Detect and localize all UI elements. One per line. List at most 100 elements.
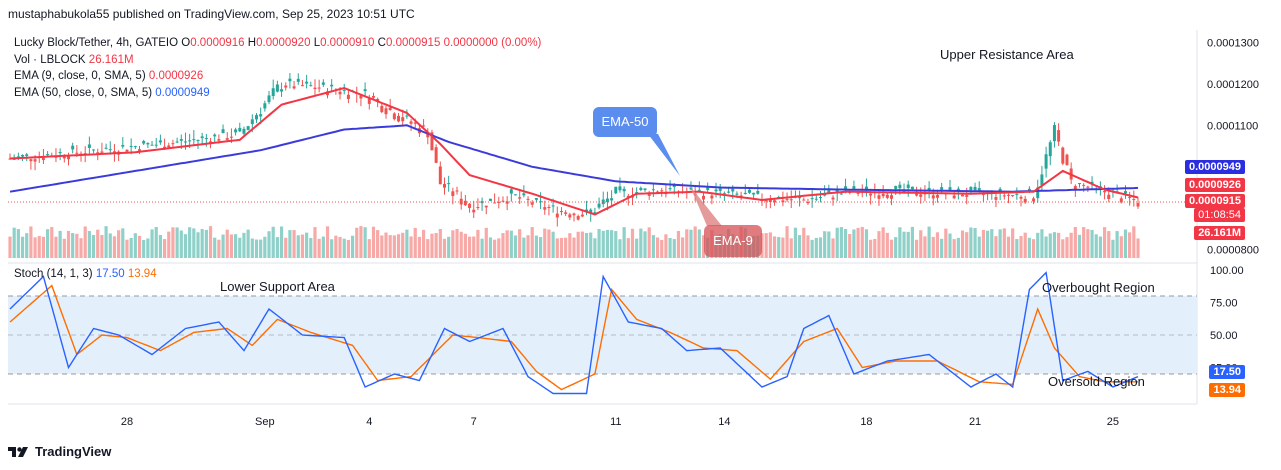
time-tick-label: 28 — [121, 416, 133, 428]
volume-bar — [447, 236, 451, 258]
volume-bar — [889, 239, 894, 258]
candle-body — [869, 193, 873, 196]
volume-bar — [225, 229, 229, 258]
volume-bar — [580, 231, 584, 258]
volume-bar — [409, 236, 413, 258]
volume-bar — [179, 230, 183, 258]
volume-bar — [643, 231, 647, 258]
tradingview-brand: TradingView — [35, 444, 112, 459]
candle-body — [1023, 198, 1027, 203]
candle-body — [530, 202, 534, 205]
volume-bars — [8, 226, 1140, 258]
candle-body — [179, 139, 183, 141]
candle-body — [447, 183, 451, 185]
candle-body — [455, 190, 459, 192]
candle-body — [296, 78, 300, 82]
candle-body — [781, 200, 785, 203]
candle-body — [25, 154, 29, 157]
volume-bar — [154, 226, 158, 258]
volume-bar — [543, 228, 547, 258]
candle-body — [1086, 186, 1090, 188]
candle-body — [935, 195, 939, 198]
candle-body — [309, 85, 313, 87]
volume-bar — [267, 231, 271, 258]
volume-bar — [835, 227, 839, 258]
volume-bar — [564, 237, 568, 258]
candle-body — [885, 194, 889, 198]
candle-body — [401, 117, 405, 122]
volume-bar — [676, 231, 681, 258]
volume-bar — [685, 229, 689, 258]
ema9-legend[interactable]: EMA (9, close, 0, SMA, 5) 0.0000926 — [14, 68, 541, 85]
volume-bar — [284, 237, 288, 258]
volume-bar — [1011, 228, 1015, 258]
volume-bar — [300, 234, 305, 258]
tradingview-logo[interactable]: TradingView — [8, 444, 111, 459]
candle-body — [818, 196, 822, 198]
volume-bar — [660, 239, 664, 258]
volume-bar — [142, 239, 146, 258]
candle-body — [146, 143, 150, 145]
candle-body — [150, 144, 154, 146]
price-axis[interactable]: 0.0001300 0.0001200 0.0001100 0.0000800 — [1207, 37, 1259, 256]
candle-body — [154, 144, 158, 146]
volume-bar — [321, 236, 325, 258]
volume-bar — [551, 231, 555, 258]
candle-body — [877, 195, 881, 199]
volume-bar — [509, 230, 513, 258]
ema50-legend[interactable]: EMA (50, close, 0, SMA, 5) 0.0000949 — [14, 85, 541, 102]
candle-body — [605, 198, 609, 203]
volume-bar — [83, 226, 87, 258]
candle-body — [242, 128, 246, 134]
candle-body — [367, 97, 371, 104]
volume-bar — [647, 227, 651, 258]
volume-bar — [630, 228, 635, 258]
ema50-price-badge: 0.0000949 — [1185, 160, 1245, 174]
candle-body — [831, 197, 835, 200]
volume-bar — [701, 235, 706, 258]
price-tick-label: 0.0001300 — [1207, 37, 1259, 49]
volume-bar — [50, 227, 54, 258]
candle-body — [104, 147, 108, 149]
candle-body — [442, 183, 446, 188]
volume-legend[interactable]: Vol · LBLOCK 26.161M — [14, 52, 541, 69]
candle-body — [288, 78, 292, 82]
volume-bar — [635, 238, 639, 258]
volume-bar — [493, 239, 497, 258]
candle-body — [66, 156, 70, 160]
candle-body — [292, 86, 296, 89]
candle-body — [1011, 195, 1015, 197]
volume-bar — [171, 227, 175, 258]
candle-body — [217, 139, 221, 141]
volume-bar — [910, 226, 914, 258]
time-axis[interactable]: 28 Sep 4 7 11 14 18 21 25 — [121, 416, 1119, 428]
volume-bar — [935, 232, 940, 258]
candle-body — [559, 211, 563, 213]
symbol-name[interactable]: Lucky Block/Tether, 4h, GATEIO — [14, 37, 179, 49]
candle-body — [129, 145, 133, 147]
volume-bar — [246, 229, 250, 258]
candle-body — [405, 115, 409, 117]
volume-bar — [388, 235, 392, 258]
volume-bar — [204, 229, 208, 258]
candle-body — [844, 186, 848, 190]
symbol-line[interactable]: Lucky Block/Tether, 4h, GATEIO O0.000091… — [14, 35, 541, 52]
volume-bar — [597, 228, 601, 258]
volume-bar — [848, 234, 852, 258]
volume-bar — [467, 236, 472, 258]
candle-body — [1082, 184, 1086, 186]
volume-bar — [305, 232, 309, 258]
candle-body — [188, 140, 192, 142]
time-tick-label: 18 — [860, 416, 872, 428]
volume-bar — [426, 239, 430, 258]
candle-body — [1103, 190, 1107, 193]
stoch-legend[interactable]: Stoch (14, 1, 3) 17.50 13.94 — [14, 268, 157, 280]
candle-body — [752, 192, 756, 195]
candle-body — [1128, 197, 1132, 199]
volume-bar — [75, 233, 79, 258]
candle-body — [839, 193, 843, 195]
time-tick-label: 21 — [969, 416, 981, 428]
volume-bar — [259, 239, 263, 258]
